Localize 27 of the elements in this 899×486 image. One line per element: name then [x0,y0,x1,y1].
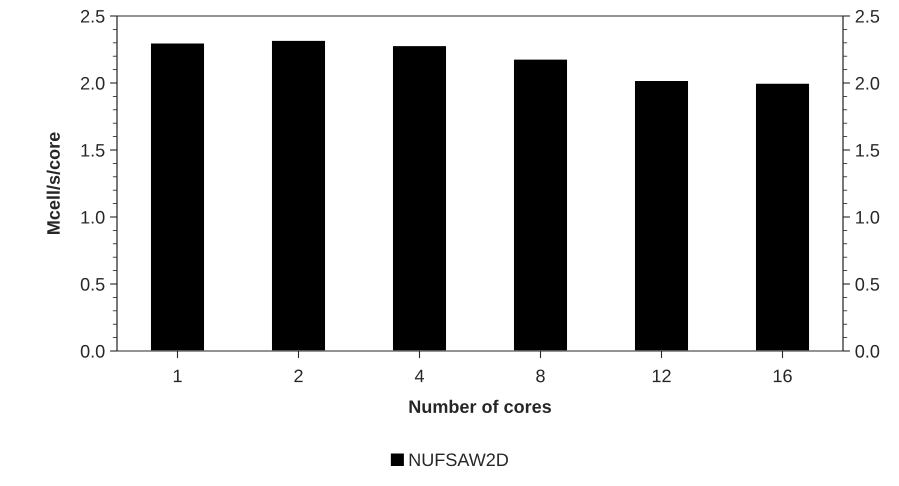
bar [150,42,206,351]
y-tick-label: 0.0 [80,344,104,358]
bar [392,44,448,351]
y2-tick-label: 0.0 [856,344,880,358]
y2-tick-label: 1.5 [856,144,880,157]
x-tick-label: 2 [294,370,303,382]
x-tick-label: 4 [414,370,424,382]
y-tick-label: 0.5 [80,278,104,291]
y-tick-label: 1.5 [81,144,104,157]
bar [270,39,326,351]
y-tick-label: 2.5 [81,10,104,23]
y-axis-title: Mcell/s/core [46,132,60,234]
y-tick-label: 1.0 [81,210,104,224]
x-tick-label: 16 [774,370,792,382]
y2-tick-label: 2.5 [856,10,880,23]
y2-tick-label: 1.0 [856,210,880,224]
bar [754,82,810,351]
x-tick-label: 12 [652,370,671,382]
legend-label: NUFSAW2D [410,453,508,466]
y2-tick-label: 0.5 [856,278,880,291]
y2-tick-label: 2.0 [856,76,880,90]
x-tick-label: 1 [174,370,182,382]
bar [634,80,690,351]
x-tick-label: 8 [536,370,545,382]
y-tick-label: 2.0 [81,76,104,90]
x-axis-title: Number of cores [409,400,551,414]
bar [512,58,568,351]
